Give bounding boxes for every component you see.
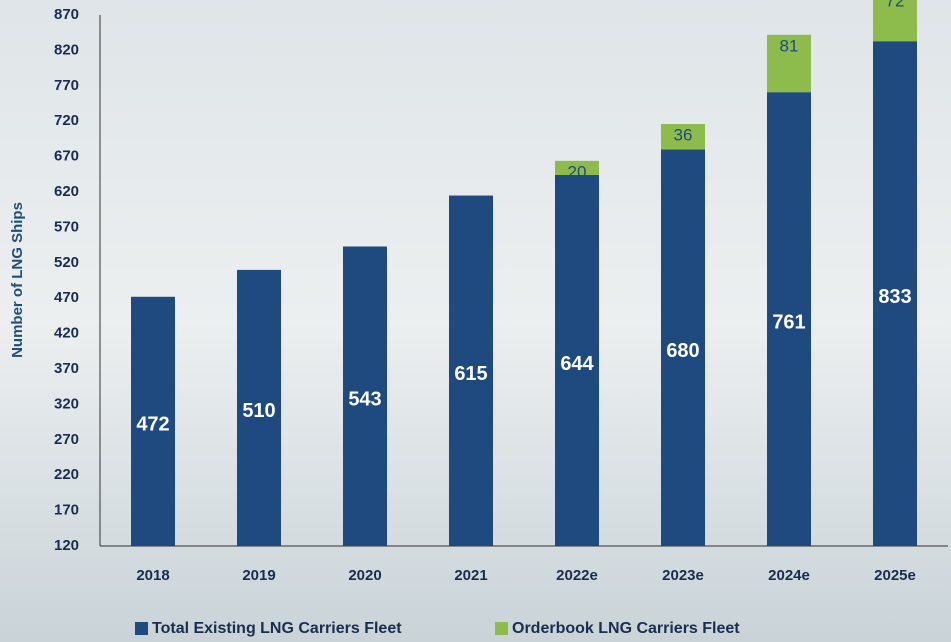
bar-segment (873, 41, 917, 547)
y-tick-label: 220 (54, 466, 79, 483)
y-tick-label: 470 (54, 289, 79, 306)
bar-segment (873, 0, 917, 42)
y-tick-label: 320 (54, 395, 79, 412)
bar-segment (131, 296, 175, 546)
y-tick-label: 270 (54, 431, 79, 448)
data-label: 510 (242, 400, 275, 422)
data-label: 615 (454, 363, 487, 385)
y-tick-label: 170 (54, 502, 79, 519)
y-tick-label: 520 (54, 254, 79, 271)
data-label: 36 (674, 126, 693, 145)
bar-segment (237, 269, 281, 546)
x-tick-label: 2023e (662, 567, 704, 584)
data-label: 20 (568, 162, 587, 181)
data-label: 81 (780, 36, 799, 55)
legend-swatch (135, 622, 148, 635)
data-label: 472 (136, 414, 169, 436)
y-tick-label: 120 (54, 537, 79, 554)
x-tick-label: 2018 (136, 567, 169, 584)
data-label: 761 (772, 311, 805, 333)
bar-segment (767, 92, 811, 546)
x-tick-label: 2020 (348, 567, 381, 584)
data-label: 833 (878, 286, 911, 308)
y-tick-label: 420 (54, 325, 79, 342)
bar-segment (555, 175, 599, 546)
bar-segment (449, 195, 493, 547)
bar-segment (661, 149, 705, 546)
y-tick-label: 670 (54, 148, 79, 165)
y-tick-label: 870 (54, 6, 79, 23)
bar-segment (661, 124, 705, 150)
y-tick-label: 370 (54, 360, 79, 377)
y-axis-label: Number of LNG Ships (9, 202, 26, 358)
y-tick-label: 620 (54, 183, 79, 200)
x-tick-label: 2022e (556, 567, 598, 584)
legend-swatch (495, 622, 508, 635)
y-tick-label: 570 (54, 218, 79, 235)
data-label: 644 (560, 353, 594, 375)
data-label: 680 (666, 340, 699, 362)
x-tick-label: 2021 (454, 567, 487, 584)
bar-segment (767, 34, 811, 93)
x-tick-label: 2024e (768, 567, 810, 584)
legend-label: Total Existing LNG Carriers Fleet (152, 620, 402, 637)
bar-segment (343, 246, 387, 547)
bar-segment (555, 160, 599, 176)
y-tick-label: 820 (54, 41, 79, 58)
data-label: 72 (886, 0, 905, 11)
y-tick-label: 720 (54, 112, 79, 129)
legend-label: Orderbook LNG Carriers Fleet (512, 620, 740, 637)
y-tick-label: 770 (54, 77, 79, 94)
x-tick-label: 2019 (242, 567, 275, 584)
x-tick-label: 2025e (874, 567, 916, 584)
data-label: 543 (348, 389, 381, 411)
